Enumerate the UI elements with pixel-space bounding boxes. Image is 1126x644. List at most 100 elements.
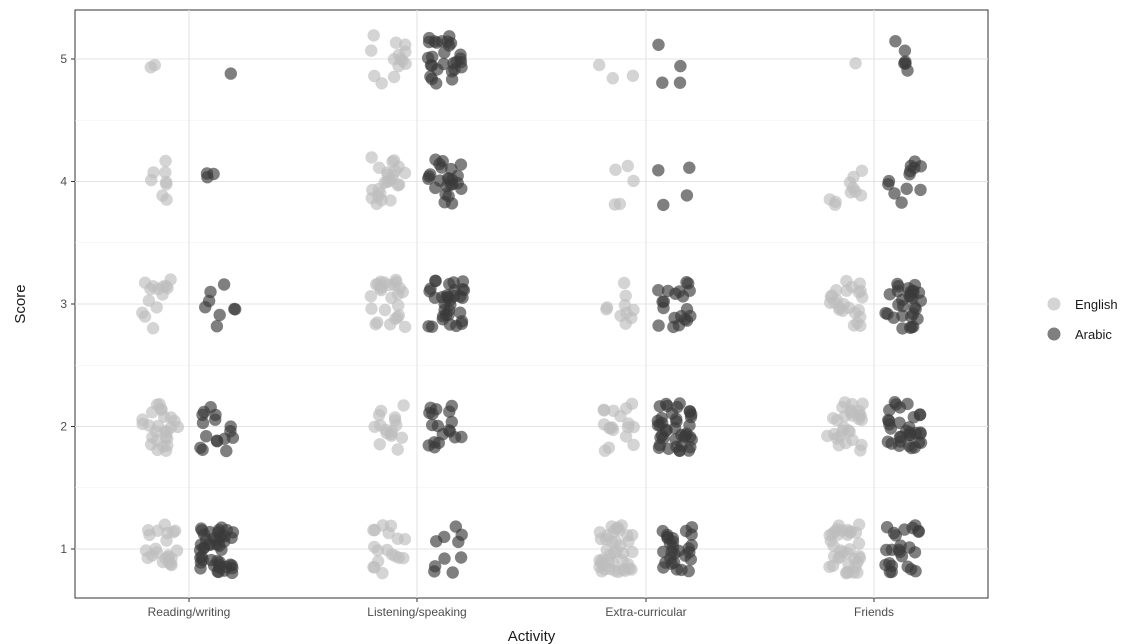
data-point-arabic bbox=[451, 169, 464, 183]
data-point-arabic bbox=[666, 535, 680, 548]
data-point-english bbox=[614, 309, 627, 322]
data-point-arabic bbox=[653, 400, 666, 413]
data-point-english bbox=[374, 404, 388, 418]
data-point-english bbox=[368, 420, 381, 433]
data-point-arabic bbox=[893, 401, 907, 414]
data-point-english bbox=[852, 286, 866, 299]
data-point-english bbox=[852, 518, 866, 531]
data-point-arabic bbox=[898, 523, 911, 536]
data-point-arabic bbox=[200, 430, 213, 443]
data-point-arabic bbox=[447, 276, 460, 289]
data-point-english bbox=[852, 537, 866, 550]
data-point-english bbox=[824, 534, 837, 548]
data-point-arabic bbox=[679, 429, 692, 442]
data-point-arabic bbox=[447, 289, 461, 303]
data-point-arabic bbox=[667, 320, 680, 334]
data-point-arabic bbox=[428, 441, 441, 454]
data-point-arabic bbox=[683, 161, 696, 174]
data-point-english bbox=[164, 411, 178, 424]
data-point-english bbox=[384, 194, 397, 207]
data-point-arabic bbox=[680, 189, 694, 202]
x-tick-label: Listening/speaking bbox=[367, 605, 466, 619]
data-point-english bbox=[385, 425, 399, 438]
data-point-arabic bbox=[912, 525, 925, 538]
data-point-english bbox=[844, 186, 857, 199]
data-point-arabic bbox=[454, 48, 467, 61]
data-point-english bbox=[146, 406, 159, 419]
data-point-english bbox=[367, 523, 380, 537]
data-point-english bbox=[853, 549, 866, 563]
data-point-arabic bbox=[194, 562, 207, 575]
data-point-arabic bbox=[430, 403, 443, 416]
data-point-arabic bbox=[902, 282, 915, 295]
data-point-english bbox=[855, 164, 869, 177]
data-point-english bbox=[364, 290, 378, 303]
data-point-english bbox=[840, 274, 853, 288]
data-point-english bbox=[168, 524, 182, 537]
data-point-arabic bbox=[453, 306, 467, 319]
data-point-arabic bbox=[431, 419, 445, 433]
data-point-english bbox=[375, 280, 388, 293]
data-point-arabic bbox=[429, 274, 442, 287]
data-point-english bbox=[613, 524, 626, 537]
data-point-english bbox=[159, 166, 172, 179]
data-point-arabic bbox=[685, 539, 698, 552]
data-point-arabic bbox=[889, 529, 902, 542]
data-point-arabic bbox=[896, 309, 909, 322]
data-point-english bbox=[387, 154, 401, 167]
data-point-english bbox=[144, 282, 157, 296]
data-point-arabic bbox=[908, 546, 922, 559]
data-point-arabic bbox=[438, 552, 451, 565]
data-point-english bbox=[847, 566, 860, 579]
data-point-english bbox=[831, 523, 844, 536]
data-point-arabic bbox=[204, 285, 217, 299]
data-point-arabic bbox=[428, 560, 442, 573]
data-point-english bbox=[595, 556, 608, 569]
data-point-english bbox=[398, 166, 412, 180]
legend-key-english bbox=[1047, 297, 1061, 311]
y-tick-label: 5 bbox=[60, 52, 67, 66]
data-point-english bbox=[389, 164, 402, 177]
data-point-arabic bbox=[897, 299, 910, 313]
x-tick-label: Friends bbox=[854, 605, 894, 619]
data-point-english bbox=[365, 44, 378, 57]
data-point-arabic bbox=[683, 284, 696, 297]
data-point-arabic bbox=[224, 558, 237, 571]
x-axis-title: Activity bbox=[508, 628, 556, 644]
data-point-arabic bbox=[446, 566, 459, 579]
data-point-english bbox=[856, 397, 869, 410]
data-point-english bbox=[610, 545, 623, 558]
data-point-arabic bbox=[456, 283, 469, 296]
data-point-english bbox=[391, 311, 404, 324]
data-point-arabic bbox=[445, 399, 458, 413]
data-point-english bbox=[136, 306, 149, 319]
data-point-english bbox=[621, 558, 635, 571]
data-point-english bbox=[160, 178, 173, 191]
data-point-arabic bbox=[454, 158, 468, 171]
data-point-english bbox=[836, 401, 849, 414]
data-point-english bbox=[600, 303, 613, 316]
data-point-english bbox=[146, 322, 160, 335]
data-point-arabic bbox=[652, 38, 665, 51]
data-point-english bbox=[627, 438, 640, 452]
legend-label-english: English bbox=[1075, 297, 1118, 312]
data-point-arabic bbox=[442, 189, 455, 203]
data-point-arabic bbox=[899, 57, 912, 70]
data-point-english bbox=[843, 176, 857, 189]
data-point-english bbox=[849, 57, 862, 70]
data-point-english bbox=[141, 551, 154, 565]
data-point-arabic bbox=[200, 167, 214, 180]
data-point-arabic bbox=[891, 284, 905, 298]
data-point-english bbox=[393, 282, 407, 295]
data-point-english bbox=[833, 301, 847, 314]
data-point-english bbox=[827, 550, 841, 563]
data-point-arabic bbox=[425, 320, 439, 333]
data-point-arabic bbox=[657, 198, 670, 212]
data-point-arabic bbox=[438, 530, 451, 544]
data-point-english bbox=[391, 443, 404, 456]
data-point-arabic bbox=[894, 435, 907, 448]
data-point-english bbox=[844, 525, 858, 538]
data-point-english bbox=[626, 69, 640, 83]
x-axis-ticks: Reading/writing Listening/speaking Extra-c… bbox=[148, 598, 894, 619]
y-axis-title: Score bbox=[12, 284, 29, 323]
